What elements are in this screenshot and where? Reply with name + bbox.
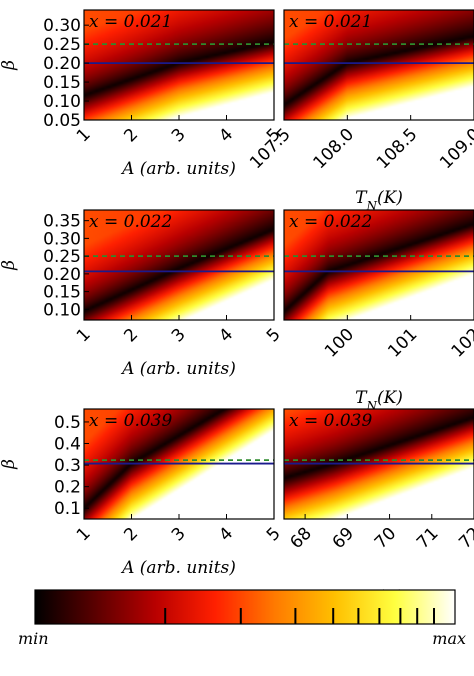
x-tick-label: 4 (215, 325, 237, 347)
x-tick-label: 100 (321, 325, 358, 362)
x-tick-label: 108.5 (373, 125, 422, 174)
x-axis-label: TN(K) (355, 188, 403, 213)
panel-annotation: x = 0.021 (89, 12, 172, 32)
heatmap-image (84, 210, 274, 320)
y-tick-label: 0.5 (54, 413, 81, 433)
y-tick-label: 0.1 (54, 499, 81, 519)
y-tick-label: 0.35 (43, 212, 81, 232)
colorbar-min-label: min (18, 629, 49, 648)
x-tick-label: 2 (120, 524, 142, 546)
x-tick-label: 3 (168, 125, 190, 147)
panel-annotation: x = 0.022 (89, 212, 172, 232)
x-tick-label: 68 (286, 524, 315, 553)
y-tick-label: 0.25 (43, 35, 81, 55)
panel-annotation: x = 0.039 (89, 411, 172, 431)
x-tick-label: 101 (384, 325, 421, 362)
panel-annotation: x = 0.022 (289, 212, 372, 232)
x-tick-label: 109.0 (436, 125, 474, 174)
x-tick-label: 71 (413, 524, 442, 553)
axes-frame (283, 9, 474, 121)
y-tick-label: 0.2 (54, 478, 81, 498)
axes-frame (283, 209, 474, 321)
colorbar-max-label: max (432, 629, 466, 648)
x-tick-label: 4 (215, 125, 237, 147)
x-axis-label: A (arb. units) (120, 359, 236, 379)
y-tick-label: 0.20 (43, 54, 81, 74)
x-tick-label: 5 (263, 524, 285, 546)
x-tick-label: 2 (120, 325, 142, 347)
x-tick-label: 1 (73, 524, 95, 546)
x-tick-label: 102 (448, 325, 474, 362)
x-tick-label: 108.0 (310, 125, 359, 174)
x-axis-label: A (arb. units) (120, 159, 236, 179)
heatmap-panel: x = 0.022 1 2 3 4 5 0.100.150.200.250.300.35 A … (0, 209, 285, 379)
y-tick-label: 0.20 (43, 265, 81, 285)
heatmap-image (284, 210, 474, 320)
y-tick-label: 0.05 (43, 111, 81, 131)
y-tick-label: 0.4 (54, 435, 81, 455)
x-tick-label: 3 (168, 524, 190, 546)
x-tick-label: 69 (329, 524, 358, 553)
axes-frame (283, 408, 474, 520)
x-tick-label: 70 (371, 524, 400, 553)
y-tick-label: 0.30 (43, 16, 81, 36)
heatmap-panel: x = 0.039 1 2 3 4 5 0.10.20.30.40.5 A (arb. uni… (0, 408, 285, 578)
y-tick-label: 0.15 (43, 283, 81, 303)
panel-annotation: x = 0.039 (289, 411, 372, 431)
y-tick-label: 0.30 (43, 229, 81, 249)
y-axis-label: β (0, 60, 19, 71)
heatmap-image (84, 10, 274, 120)
y-axis-label: β (0, 459, 19, 470)
x-tick-label: 2 (120, 125, 142, 147)
x-tick-label: 4 (215, 524, 237, 546)
heatmap-image (284, 10, 474, 120)
x-tick-label: 3 (168, 325, 190, 347)
y-tick-label: 0.10 (43, 92, 81, 112)
x-tick-label: 1 (73, 325, 95, 347)
colorbar-ticks (164, 608, 435, 624)
y-tick-label: 0.10 (43, 300, 81, 320)
y-tick-label: 0.3 (54, 456, 81, 476)
panel-annotation: x = 0.021 (289, 12, 372, 32)
y-tick-label: 0.15 (43, 73, 81, 93)
colorbar-gradient (34, 589, 456, 625)
x-tick-label: 72 (455, 524, 474, 553)
x-tick-label: 5 (263, 325, 285, 347)
x-axis-label: A (arb. units) (120, 558, 236, 578)
heatmap-panel: x = 0.0396869707172TN(K) (283, 408, 474, 612)
colorbar: min max (18, 589, 466, 648)
y-axis-label: β (0, 260, 19, 271)
y-tick-label: 0.25 (43, 247, 81, 267)
